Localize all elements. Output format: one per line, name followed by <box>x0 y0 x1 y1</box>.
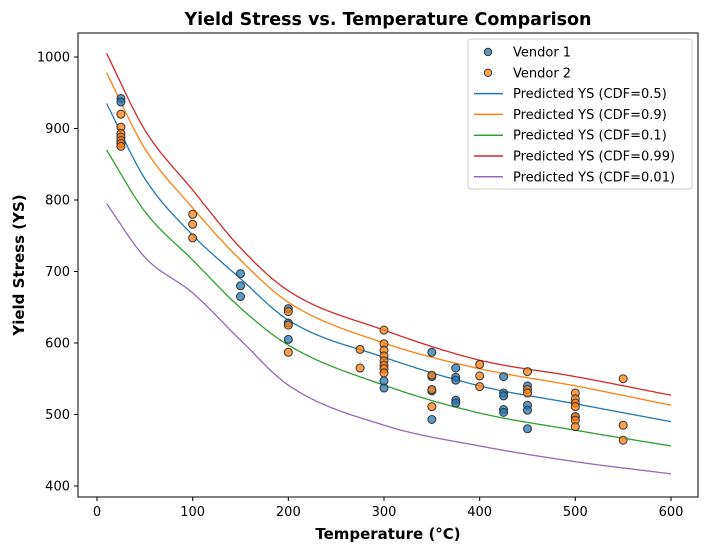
scatter-point-vendor-1 <box>236 292 245 302</box>
scatter-point-vendor-2 <box>283 347 293 357</box>
y-tick-label: 700 <box>45 265 70 280</box>
x-tick-label: 0 <box>93 505 101 520</box>
scatter-point-vendor-2 <box>379 368 389 378</box>
x-tick-label: 600 <box>659 505 684 520</box>
scatter-point-vendor-1 <box>499 407 509 417</box>
y-tick-label: 800 <box>45 194 70 209</box>
scatter-point-vendor-1 <box>451 363 461 373</box>
scatter-point-vendor-2 <box>523 367 532 377</box>
points-layer <box>116 93 628 445</box>
scatter-point-vendor-2 <box>427 370 437 380</box>
chart-title: Yield Stress vs. Temperature Comparison <box>183 10 591 30</box>
x-axis-label: Temperature (°C) <box>315 525 460 543</box>
scatter-point-vendor-1 <box>499 372 509 382</box>
scatter-point-vendor-2 <box>116 109 126 119</box>
scatter-point-vendor-1 <box>379 383 389 393</box>
scatter-point-vendor-2 <box>188 233 198 243</box>
x-tick-label: 100 <box>180 505 205 520</box>
scatter-point-vendor-2 <box>379 325 389 335</box>
predicted-line-3 <box>106 53 672 396</box>
scatter-point-vendor-1 <box>236 269 245 279</box>
scatter-point-vendor-2 <box>355 344 365 354</box>
scatter-point-vendor-2 <box>475 371 485 381</box>
scatter-point-vendor-2 <box>618 420 628 430</box>
scatter-point-vendor-2 <box>618 374 628 384</box>
scatter-point-vendor-2 <box>475 382 485 392</box>
scatter-point-vendor-2 <box>427 402 437 412</box>
legend-label: Predicted YS (CDF=0.9) <box>513 108 667 123</box>
axes-frame <box>77 32 699 498</box>
scatter-point-vendor-2 <box>188 219 198 229</box>
scatter-point-vendor-2 <box>570 402 580 412</box>
y-tick-label: 500 <box>45 408 70 423</box>
scatter-point-vendor-1 <box>451 398 461 408</box>
scatter-point-vendor-2 <box>116 141 126 151</box>
scatter-point-vendor-1 <box>499 391 509 401</box>
x-tick-label: 300 <box>372 505 397 520</box>
x-axis-ticks: 0 100 200 300 400 500 600 <box>93 497 684 520</box>
scatter-point-vendor-2 <box>475 359 485 369</box>
scatter-point-vendor-2 <box>188 209 198 219</box>
legend-box <box>467 38 693 190</box>
scatter-point-vendor-1 <box>427 347 437 357</box>
scatter-point-vendor-2 <box>355 363 365 373</box>
y-tick-label: 400 <box>45 480 70 495</box>
scatter-point-vendor-1 <box>116 97 126 107</box>
legend: Vendor 1 Vendor 2 Predicted YS (CDF=0.5) Pr… <box>467 38 693 190</box>
x-tick-label: 200 <box>276 505 301 520</box>
scatter-point-vendor-1 <box>451 375 461 385</box>
predicted-line-4 <box>106 203 672 475</box>
scatter-point-vendor-2 <box>523 388 532 398</box>
legend-label: Vendor 1 <box>513 46 571 61</box>
x-tick-label: 400 <box>467 505 492 520</box>
predicted-line-1 <box>106 72 672 406</box>
legend-marker-vendor-2 <box>483 68 493 78</box>
x-tick-label: 500 <box>563 505 588 520</box>
scatter-point-vendor-1 <box>283 334 293 344</box>
legend-label: Vendor 2 <box>513 66 571 81</box>
legend-label: Predicted YS (CDF=0.01) <box>513 170 675 185</box>
legend-label: Predicted YS (CDF=0.5) <box>513 87 667 102</box>
scatter-point-vendor-1 <box>523 424 532 434</box>
legend-marker-vendor-1 <box>483 47 493 57</box>
scatter-point-vendor-1 <box>523 405 532 415</box>
scatter-point-vendor-1 <box>236 281 245 291</box>
scatter-point-vendor-2 <box>570 422 580 432</box>
legend-label: Predicted YS (CDF=0.99) <box>513 150 675 165</box>
scatter-point-vendor-2 <box>427 384 437 394</box>
y-axis-ticks: 400 500 600 700 800 900 1000 <box>37 51 78 495</box>
scatter-point-vendor-2 <box>283 307 293 317</box>
legend-label: Predicted YS (CDF=0.1) <box>513 129 667 144</box>
y-tick-label: 600 <box>45 337 70 352</box>
y-tick-label: 900 <box>45 122 70 137</box>
scatter-point-vendor-2 <box>618 435 628 445</box>
scatter-point-vendor-2 <box>283 320 293 330</box>
scatter-point-vendor-1 <box>427 415 437 425</box>
y-tick-label: 1000 <box>37 51 70 66</box>
y-axis-label: Yield Stress (YS) <box>10 194 28 336</box>
